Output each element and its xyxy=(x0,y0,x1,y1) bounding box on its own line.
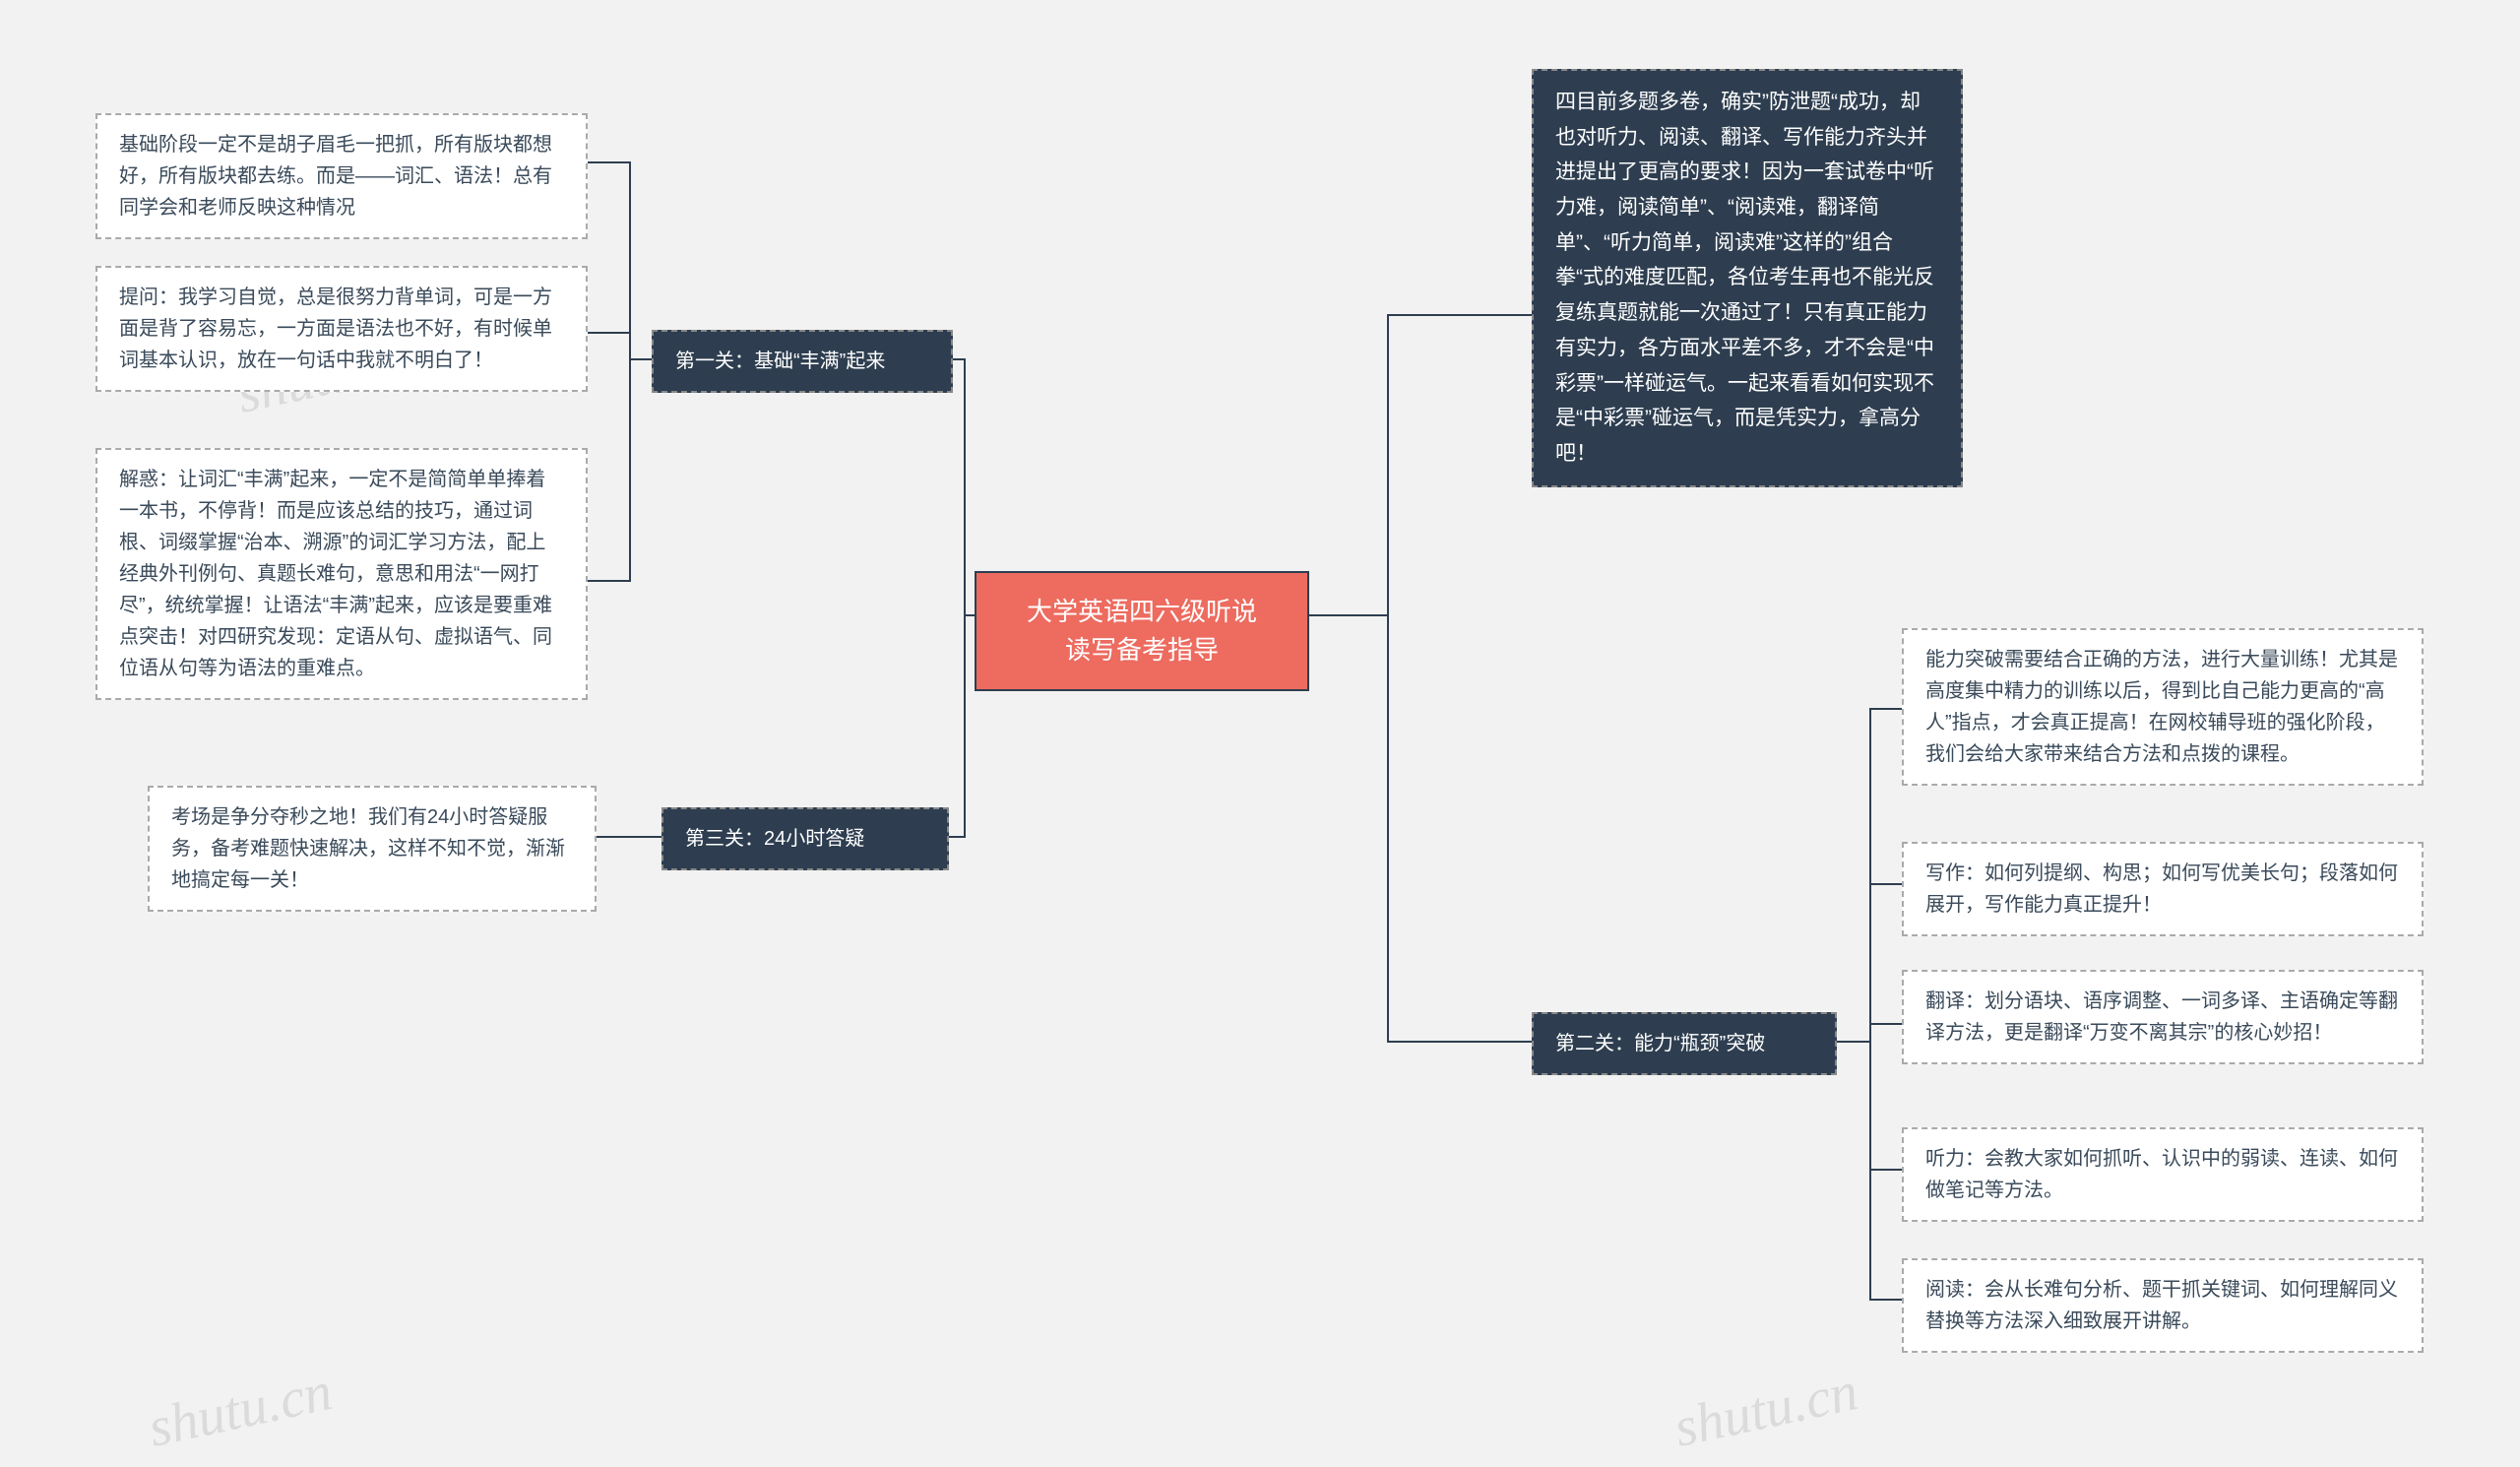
left-leaf-1-1-text: 基础阶段一定不是胡子眉毛一把抓，所有版块都想好，所有版块都去练。而是——词汇、语… xyxy=(119,134,552,219)
left-leaf-1-1: 基础阶段一定不是胡子眉毛一把抓，所有版块都想好，所有版块都去练。而是——词汇、语… xyxy=(95,113,588,239)
left-leaf-1-2-text: 提问：我学习自觉，总是很努力背单词，可是一方面是背了容易忘，一方面是语法也不好，… xyxy=(119,287,552,371)
right-branch-1: 第二关：能力“瓶颈”突破 xyxy=(1532,1012,1837,1075)
left-leaf-1-2: 提问：我学习自觉，总是很努力背单词，可是一方面是背了容易忘，一方面是语法也不好，… xyxy=(95,266,588,392)
right-branch-1-label: 第二关：能力“瓶颈”突破 xyxy=(1555,1033,1765,1054)
left-branch-1-label: 第一关：基础“丰满”起来 xyxy=(675,351,885,372)
right-leaf-1-5-text: 阅读：会从长难句分析、题干抓关键词、如何理解同义替换等方法深入细致展开讲解。 xyxy=(1925,1279,2398,1332)
right-leaf-1-2-text: 写作：如何列提纲、构思；如何写优美长句；段落如何展开，写作能力真正提升！ xyxy=(1925,862,2398,916)
watermark: shutu.cn xyxy=(143,1360,337,1460)
watermark: shutu.cn xyxy=(1669,1360,1862,1460)
left-branch-1: 第一关：基础“丰满”起来 xyxy=(652,330,953,393)
right-leaf-1-2: 写作：如何列提纲、构思；如何写优美长句；段落如何展开，写作能力真正提升！ xyxy=(1902,842,2424,936)
right-leaf-1-4-text: 听力：会教大家如何抓听、认识中的弱读、连读、如何做笔记等方法。 xyxy=(1925,1148,2398,1201)
left-branch-2-label: 第三关：24小时答疑 xyxy=(685,828,864,850)
right-leaf-1-3-text: 翻译：划分语块、语序调整、一词多译、主语确定等翻译方法，更是翻译“万变不离其宗”… xyxy=(1925,990,2398,1044)
right-leaf-1-4: 听力：会教大家如何抓听、认识中的弱读、连读、如何做笔记等方法。 xyxy=(1902,1127,2424,1222)
right-leaf-1-3: 翻译：划分语块、语序调整、一词多译、主语确定等翻译方法，更是翻译“万变不离其宗”… xyxy=(1902,970,2424,1064)
center-title-line1: 大学英语四六级听说 xyxy=(1006,593,1278,631)
left-leaf-2-1: 考场是争分夺秒之地！我们有24小时答疑服务，备考难题快速解决，这样不知不觉，渐渐… xyxy=(148,786,597,912)
left-branch-2: 第三关：24小时答疑 xyxy=(662,807,949,870)
right-leaf-1-1-text: 能力突破需要结合正确的方法，进行大量训练！尤其是高度集中精力的训练以后，得到比自… xyxy=(1925,649,2398,765)
right-intro-text: 四目前多题多卷，确实”防泄题“成功，却也对听力、阅读、翻译、写作能力齐头并进提出… xyxy=(1555,91,1934,465)
right-intro-block: 四目前多题多卷，确实”防泄题“成功，却也对听力、阅读、翻译、写作能力齐头并进提出… xyxy=(1532,69,1963,487)
center-node: 大学英语四六级听说 读写备考指导 xyxy=(975,571,1309,691)
right-leaf-1-5: 阅读：会从长难句分析、题干抓关键词、如何理解同义替换等方法深入细致展开讲解。 xyxy=(1902,1258,2424,1353)
left-leaf-1-3-text: 解惑：让词汇“丰满”起来，一定不是简简单单捧着一本书，不停背！而是应该总结的技巧… xyxy=(119,469,552,679)
right-leaf-1-1: 能力突破需要结合正确的方法，进行大量训练！尤其是高度集中精力的训练以后，得到比自… xyxy=(1902,628,2424,786)
left-leaf-2-1-text: 考场是争分夺秒之地！我们有24小时答疑服务，备考难题快速解决，这样不知不觉，渐渐… xyxy=(171,806,565,891)
left-leaf-1-3: 解惑：让词汇“丰满”起来，一定不是简简单单捧着一本书，不停背！而是应该总结的技巧… xyxy=(95,448,588,700)
center-title-line2: 读写备考指导 xyxy=(1006,631,1278,670)
